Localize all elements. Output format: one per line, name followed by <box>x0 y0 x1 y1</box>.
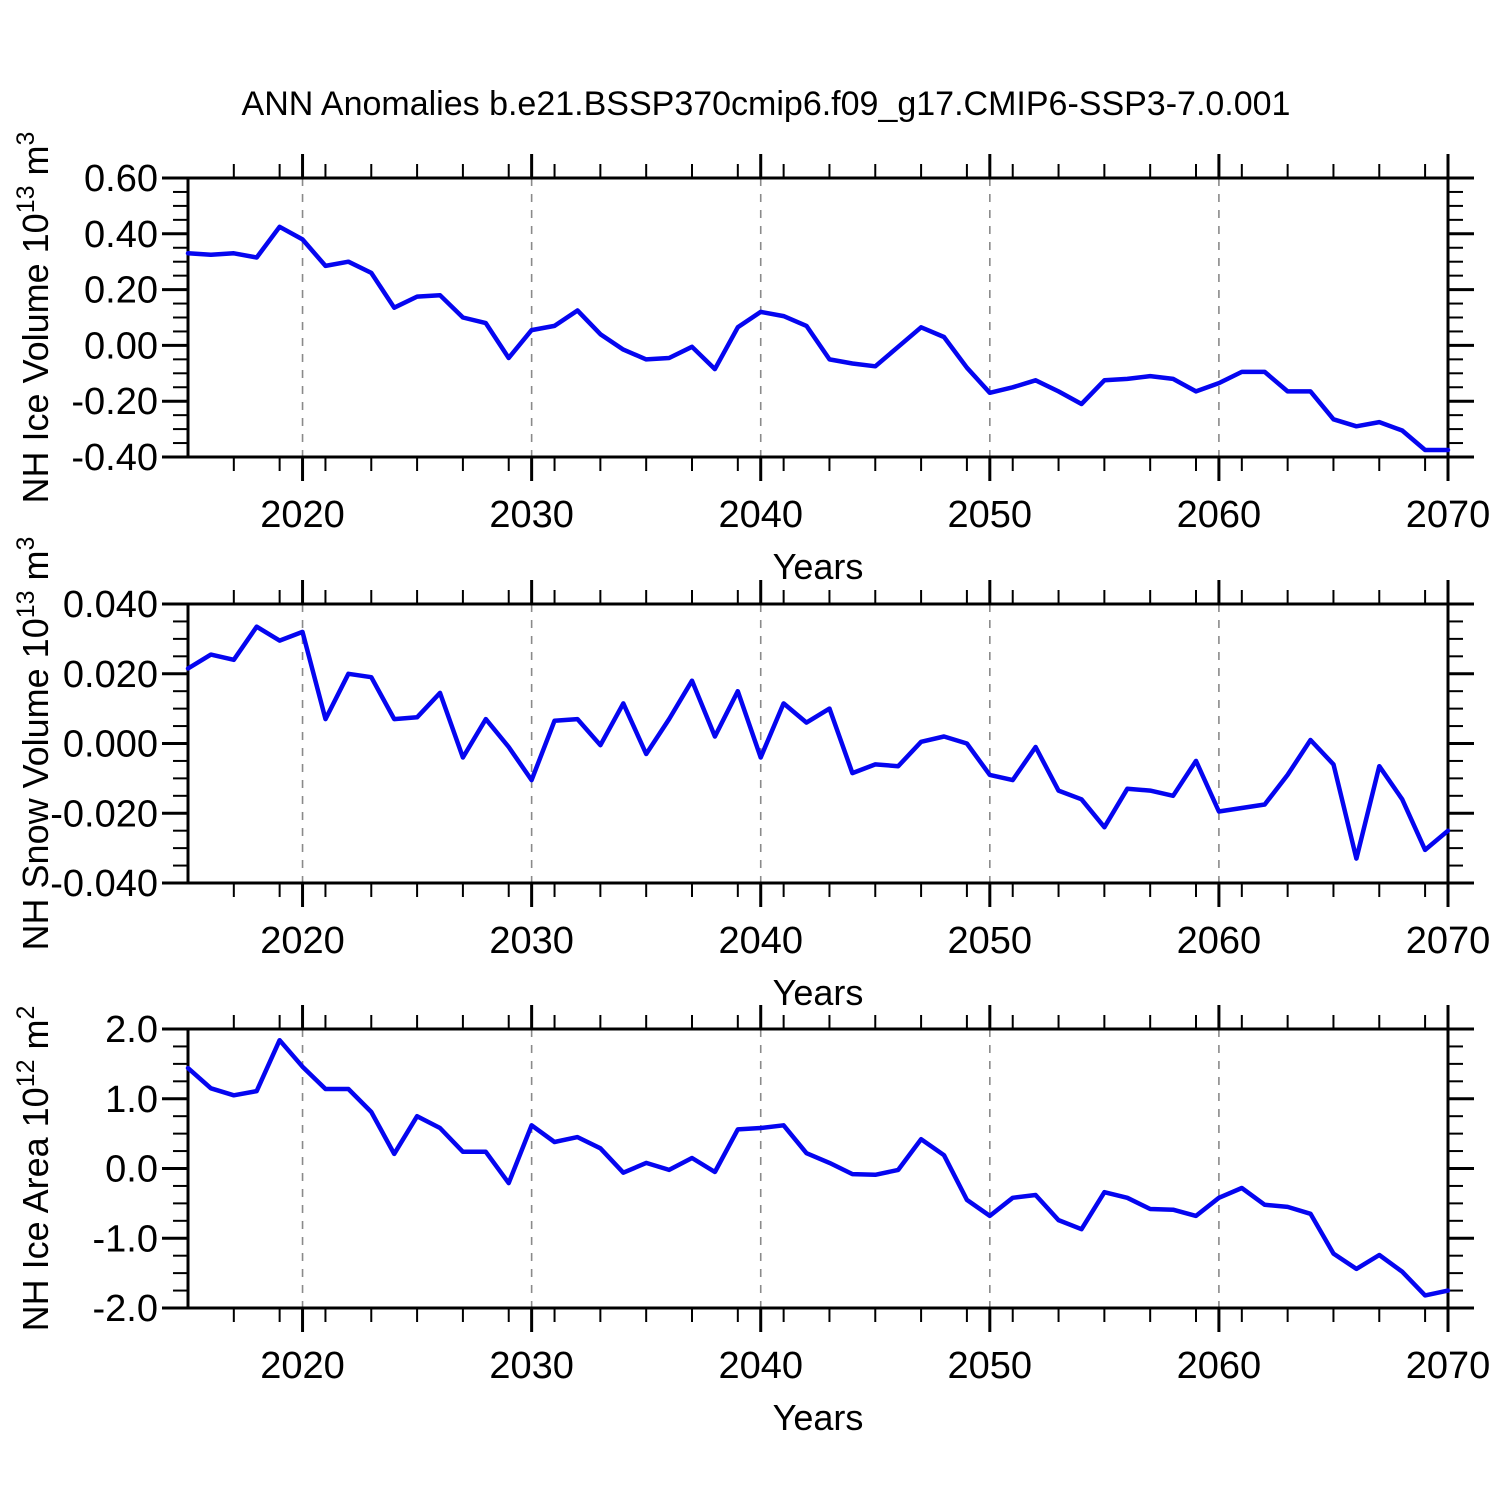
x-tick-label: 2060 <box>1177 1345 1262 1387</box>
y-tick-label: 0.40 <box>84 214 158 256</box>
plot-frame <box>186 1027 1450 1310</box>
x-axis-title: Years <box>773 1397 864 1438</box>
plot-frame <box>186 602 1450 885</box>
y-tick-label: 0.20 <box>84 270 158 312</box>
nh-ice-area-panel: 2020 2030 2040 2050 2060 2070 2.0 1.0 0.0 -1.0 -2.… <box>12 1005 1490 1438</box>
x-tick-label: 2040 <box>718 1345 803 1387</box>
x-tick-label: 2060 <box>1177 494 1262 536</box>
x-tick-label: 2040 <box>718 494 803 536</box>
panels-container: 2020 2030 2040 2050 2060 20700.600.400.200.00… <box>12 132 1490 1438</box>
y-tick-label: -1.0 <box>93 1218 158 1260</box>
nh-snow-volume-panel: 2020 2030 2040 2050 2060 2070 0.040 0.020 0.000 -… <box>12 537 1490 1013</box>
y-tick-label: -0.40 <box>71 437 158 479</box>
y-tick-label: -0.20 <box>71 381 158 423</box>
x-tick-label: 2070 <box>1406 920 1491 962</box>
y-tick-label: -2.0 <box>93 1288 158 1330</box>
x-tick-label: 2060 <box>1177 920 1262 962</box>
y-axis-title: NH Ice Volume 1013 m3 <box>12 132 56 504</box>
y-tick-label: 0.020 <box>63 654 158 696</box>
plot-frame <box>186 176 1450 459</box>
x-tick-label: 2050 <box>948 1345 1033 1387</box>
y-axis-title: NH Ice Area 1012 m2 <box>12 1006 56 1332</box>
y-tick-label: 0.000 <box>63 724 158 766</box>
y-tick-label: -0.040 <box>50 863 158 905</box>
y-tick-label: 0.60 <box>84 158 158 200</box>
y-tick-label: 0.040 <box>63 584 158 626</box>
x-tick-label: 2030 <box>489 1345 574 1387</box>
x-axis-title: Years <box>773 546 864 587</box>
x-tick-label: 2030 <box>489 494 574 536</box>
y-tick-label: 1.0 <box>105 1079 158 1121</box>
x-tick-label: 2020 <box>260 494 345 536</box>
x-tick-label: 2030 <box>489 920 574 962</box>
x-axis-title: Years <box>773 972 864 1013</box>
x-tick-label: 2050 <box>948 920 1033 962</box>
x-tick-label: 2020 <box>260 1345 345 1387</box>
nh-ice-volume-line <box>185 224 1451 453</box>
x-tick-label: 2070 <box>1406 494 1491 536</box>
y-tick-label: 2.0 <box>105 1009 158 1051</box>
page-title: ANN Anomalies b.e21.BSSP370cmip6.f09_g17… <box>242 85 1291 123</box>
x-tick-label: 2020 <box>260 920 345 962</box>
y-tick-label: 0.0 <box>105 1149 158 1191</box>
nh-snow-volume-line <box>185 624 1451 861</box>
nh-ice-area-line <box>185 1037 1451 1298</box>
x-tick-label: 2050 <box>948 494 1033 536</box>
x-tick-label: 2070 <box>1406 1345 1491 1387</box>
y-axis-title: NH Snow Volume 1013 m3 <box>12 537 56 951</box>
x-tick-label: 2040 <box>718 920 803 962</box>
y-tick-label: 0.00 <box>84 325 158 367</box>
nh-ice-volume-panel: 2020 2030 2040 2050 2060 2070 0.60 0.40 0.20 0.00… <box>12 132 1490 587</box>
y-tick-label: -0.020 <box>50 793 158 835</box>
